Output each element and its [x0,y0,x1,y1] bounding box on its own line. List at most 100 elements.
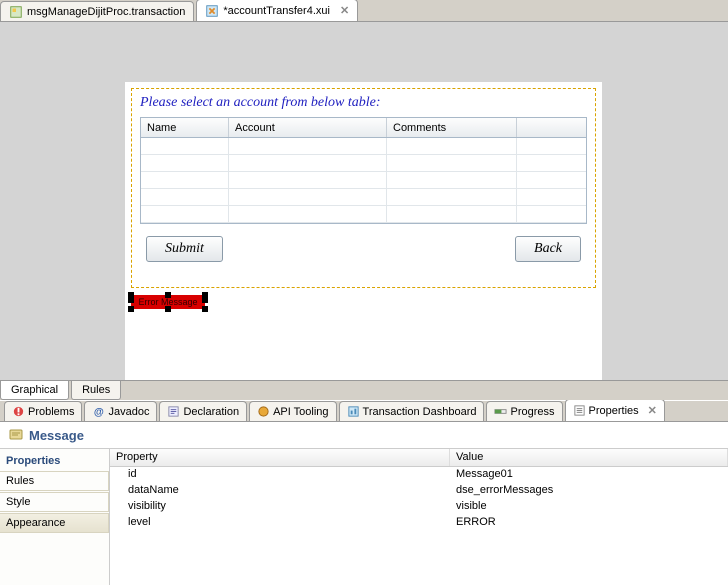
view-tab-javadoc[interactable]: @ Javadoc [84,401,157,421]
table-cell [517,155,541,171]
editor-canvas-area: Please select an account from below tabl… [0,22,728,400]
col-header-account[interactable]: Account [229,118,387,137]
col-header-name[interactable]: Name [141,118,229,137]
account-table[interactable]: Name Account Comments [140,117,587,224]
table-cell [141,172,229,188]
properties-panel: Message Properties Rules Style Appearanc… [0,422,728,586]
table-cell [141,189,229,205]
view-tab-problems[interactable]: Problems [4,401,82,421]
problems-icon [12,405,25,418]
property-row[interactable]: levelERROR [110,515,728,531]
javadoc-icon: @ [92,405,105,418]
file-icon [9,5,23,19]
table-cell [387,138,517,154]
sidebar-item-style[interactable]: Style [0,492,109,512]
view-tab-label: Transaction Dashboard [363,406,477,418]
table-cell [229,155,387,171]
table-row[interactable] [141,138,586,155]
table-cell [387,206,517,222]
sidebar-item-appearance[interactable]: Appearance [0,513,109,533]
property-name: level [110,515,450,531]
properties-table: Property Value idMessage01dataNamedse_er… [110,449,728,585]
xui-file-icon [205,4,219,18]
progress-icon [494,405,507,418]
form-container[interactable]: Please select an account from below tabl… [131,88,596,288]
sub-tab-graphical[interactable]: Graphical [0,381,69,400]
editor-sub-tab-bar: Graphical Rules [0,380,728,400]
submit-button[interactable]: Submit [146,236,223,262]
table-cell [141,206,229,222]
col-header-spacer [517,118,541,137]
property-name: visibility [110,499,450,515]
view-tab-label: Declaration [183,406,239,418]
table-cell [229,172,387,188]
col-header-comments[interactable]: Comments [387,118,517,137]
property-value[interactable]: Message01 [450,467,531,483]
selection-handle[interactable] [165,292,171,298]
editor-tab-bar: msgManageDijitProc.transaction *accountT… [0,0,728,22]
api-icon [257,405,270,418]
close-icon[interactable]: ✕ [340,4,349,17]
dashboard-icon [347,405,360,418]
table-cell [387,155,517,171]
property-name: dataName [110,483,450,499]
table-cell [517,189,541,205]
property-row[interactable]: visibilityvisible [110,499,728,515]
editor-tab-label: *accountTransfer4.xui [223,5,330,17]
sidebar-item-rules[interactable]: Rules [0,471,109,491]
back-button[interactable]: Back [515,236,581,262]
editor-tab-label: msgManageDijitProc.transaction [27,6,185,18]
properties-sidebar: Properties Rules Style Appearance [0,449,110,585]
view-tab-declaration[interactable]: Declaration [159,401,247,421]
declaration-icon [167,405,180,418]
table-row[interactable] [141,172,586,189]
table-cell [141,138,229,154]
view-tab-label: Progress [510,406,554,418]
view-tab-label: Problems [28,406,74,418]
table-header-row: Name Account Comments [141,118,586,138]
view-tab-label: API Tooling [273,406,328,418]
view-tab-label: Javadoc [108,406,149,418]
view-tab-api-tooling[interactable]: API Tooling [249,401,336,421]
view-tab-progress[interactable]: Progress [486,401,562,421]
property-value[interactable]: visible [450,499,505,515]
table-row[interactable] [141,155,586,172]
property-row[interactable]: idMessage01 [110,467,728,483]
table-cell [229,189,387,205]
table-cell [229,206,387,222]
view-tab-transaction-dashboard[interactable]: Transaction Dashboard [339,401,485,421]
svg-text:@: @ [94,407,104,418]
selection-handle[interactable] [128,297,134,303]
close-icon[interactable]: ✕ [648,404,657,417]
table-row[interactable] [141,206,586,223]
col-header-value[interactable]: Value [450,449,728,466]
table-cell [229,138,387,154]
view-tab-bar: Problems @ Javadoc Declaration API Tooli… [0,400,728,422]
button-row: Submit Back [132,226,595,262]
property-value[interactable]: ERROR [450,515,514,531]
table-cell [141,155,229,171]
design-canvas[interactable]: Please select an account from below tabl… [125,82,602,400]
view-tab-properties[interactable]: Properties ✕ [565,399,665,421]
selection-handle[interactable] [128,306,134,312]
table-cell [517,138,541,154]
message-icon [8,427,24,443]
property-value[interactable]: dse_errorMessages [450,483,571,499]
properties-sidebar-header: Properties [0,451,109,471]
selection-handle[interactable] [165,306,171,312]
col-header-property[interactable]: Property [110,449,450,466]
table-cell [517,172,541,188]
selection-handle[interactable] [202,297,208,303]
editor-tab-xui[interactable]: *accountTransfer4.xui ✕ [196,0,358,21]
property-name: id [110,467,450,483]
table-row[interactable] [141,189,586,206]
table-cell [517,206,541,222]
sub-tab-rules[interactable]: Rules [71,381,121,400]
table-body [141,138,586,223]
property-row[interactable]: dataNamedse_errorMessages [110,483,728,499]
view-tab-label: Properties [589,405,639,417]
editor-tab-transaction[interactable]: msgManageDijitProc.transaction [0,1,194,21]
form-prompt-label: Please select an account from below tabl… [132,89,595,115]
table-cell [387,172,517,188]
selection-handle[interactable] [202,306,208,312]
